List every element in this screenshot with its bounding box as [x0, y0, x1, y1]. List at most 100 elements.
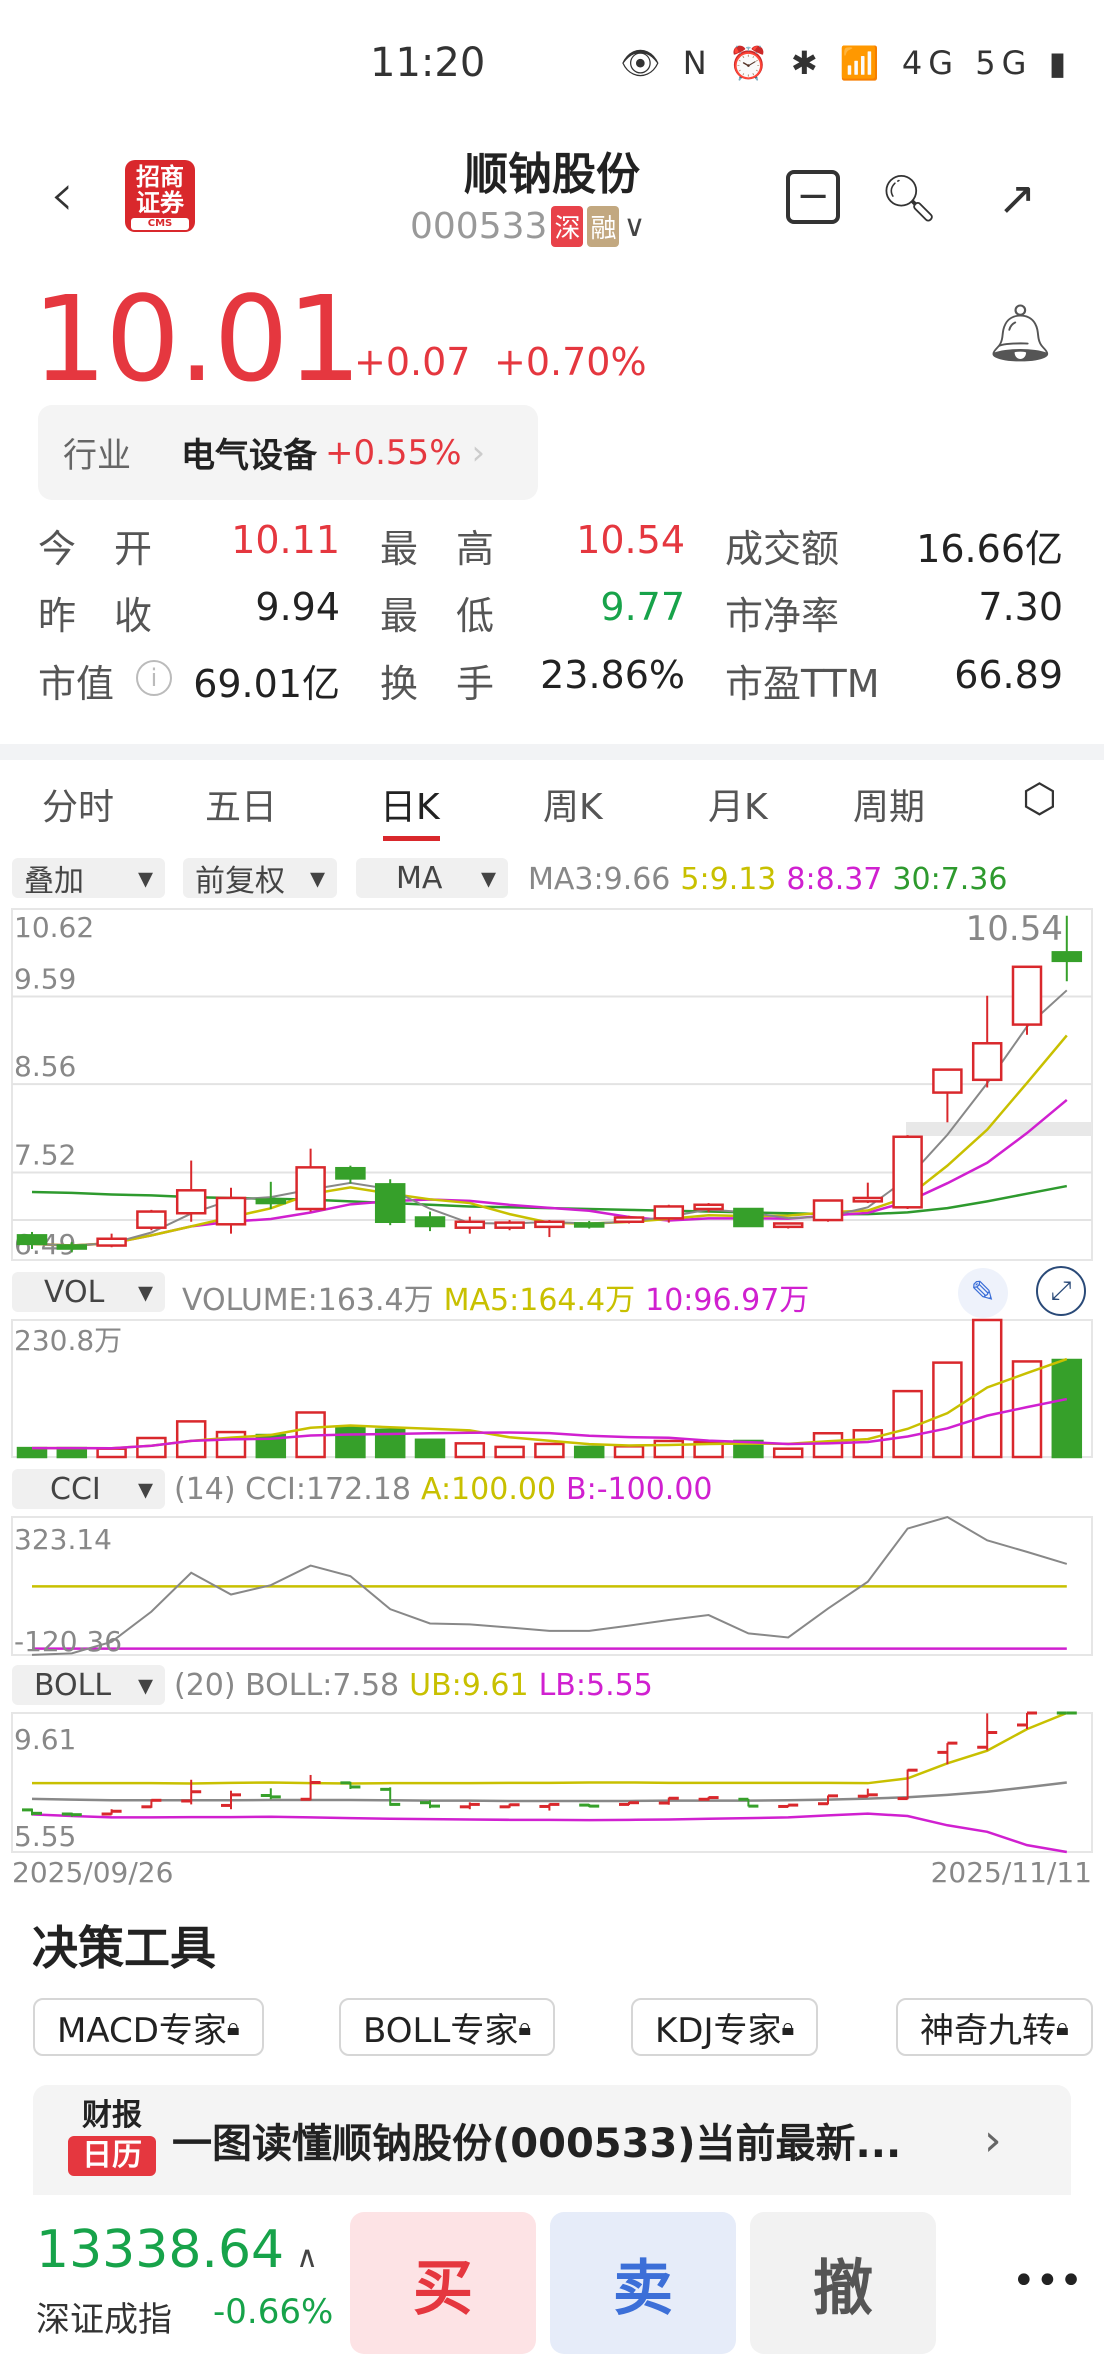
dropdown-arrow-icon: ▾	[309, 860, 325, 896]
stat-label: 市盈TTM	[725, 662, 880, 706]
stock-code: 000533	[410, 206, 548, 247]
vol-legend-item: 10:96.97万	[645, 1283, 810, 1318]
volume-bar	[573, 1445, 605, 1459]
tab-4[interactable]: 月K	[708, 787, 768, 828]
boll-mid-line	[31, 1781, 1067, 1803]
sell-button[interactable]: 卖	[550, 2212, 736, 2354]
y-tick-label: 7.52	[14, 1138, 76, 1171]
stat-value: 16.66亿	[916, 527, 1063, 571]
volume-bar	[932, 1361, 963, 1459]
tools-title: 决策工具	[32, 1921, 216, 1975]
stat-label: 成交额	[725, 527, 840, 571]
tab-3[interactable]: 周K	[543, 787, 603, 828]
buy-button[interactable]: 买	[350, 2212, 536, 2354]
tab-0[interactable]: 分时	[42, 787, 115, 828]
stat-label: 今 开	[38, 527, 153, 571]
candle-body	[573, 1222, 605, 1228]
info-icon[interactable]: i	[136, 660, 172, 696]
stat-value: 23.86%	[540, 653, 685, 697]
stat-value: 69.01亿	[193, 662, 340, 706]
volume-bar	[1051, 1358, 1083, 1459]
industry-link[interactable]: 行业 电气设备 +0.55% ›	[38, 405, 538, 500]
vol-dropdown[interactable]: VOL ▾	[12, 1272, 165, 1312]
share-button[interactable]: ↗	[988, 170, 1046, 228]
report-calendar-logo: 财报 日历	[68, 2096, 156, 2184]
boll-dropdown[interactable]: BOLL ▾	[12, 1665, 165, 1705]
cci-dropdown[interactable]: CCI ▾	[12, 1469, 165, 1509]
y-tick-label: 323.14	[14, 1523, 112, 1556]
volume-bar	[852, 1429, 884, 1459]
industry-pct: +0.55%	[325, 432, 462, 473]
stock-code-selector[interactable]: 000533 深 融 ∨	[410, 206, 645, 247]
vol-legend: VOLUME:163.4万 MA5:164.4万 10:96.97万	[182, 1275, 819, 1319]
price-alert-bell-icon[interactable]: 🔔︎	[985, 301, 1057, 366]
industry-name: 电气设备	[181, 436, 317, 476]
active-tab-indicator	[383, 836, 440, 841]
financial-report-card[interactable]: 财报 日历 一图读懂顺钠股份(000533)当前最新... ›	[33, 2085, 1071, 2195]
chevron-up-icon: ∧	[296, 2240, 319, 2275]
stat-value: 9.77	[600, 585, 685, 629]
tool-label: 神奇九转	[920, 2010, 1056, 2051]
tab-5[interactable]: 周期	[853, 787, 926, 828]
adjust-dropdown[interactable]: 前复权 ▾	[183, 858, 337, 899]
y-tick-label: 8.56	[14, 1050, 76, 1083]
cci-legend-item: B:-100.00	[566, 1472, 713, 1507]
candle-body	[613, 1216, 645, 1224]
stat-value: 9.94	[255, 585, 340, 629]
tool-button[interactable]: MACD专家 🔒︎	[33, 1998, 264, 2056]
lock-icon: 🔒︎	[1056, 2013, 1069, 2041]
expand-icon[interactable]: ⤢	[1036, 1266, 1086, 1316]
current-price: 10.01	[32, 270, 362, 408]
volume-bar	[16, 1446, 48, 1459]
stat-label: 市净率	[725, 594, 840, 638]
volume-bar	[613, 1445, 645, 1459]
boll-chart-frame	[11, 1712, 1093, 1853]
more-button[interactable]: •••	[1012, 2258, 1083, 2304]
share-icon: ↗	[997, 171, 1037, 225]
settings-hexagon-icon[interactable]: ⬡	[1022, 776, 1057, 822]
lock-icon: 🔒︎	[781, 2013, 795, 2041]
volume-chart-frame	[11, 1319, 1093, 1458]
stat-label: 换 手	[380, 662, 495, 706]
tool-button[interactable]: BOLL专家 🔒︎	[339, 1998, 556, 2056]
kline-chart[interactable]: 10.629.598.567.526.4910.54230.8万323.14-1…	[0, 0, 1104, 1900]
index-name: 深证成指	[36, 2300, 172, 2340]
tool-button[interactable]: 神奇九转 🔒︎	[896, 1998, 1093, 2056]
industry-label: 行业	[63, 436, 131, 476]
back-button[interactable]: ‹	[50, 160, 74, 230]
volume-bar	[494, 1445, 525, 1459]
dropdown-arrow-icon: ▾	[137, 1471, 153, 1507]
boll-legend: (20) BOLL:7.58 UB:9.61 LB:5.55	[174, 1668, 663, 1703]
section-divider	[0, 744, 1104, 760]
tool-label: MACD专家	[57, 2010, 227, 2051]
candle-body	[971, 1042, 1003, 1082]
candle-body	[494, 1221, 525, 1229]
broker-logo-sub: CMS	[131, 218, 189, 230]
edit-pencil-icon[interactable]: ✎	[958, 1268, 1008, 1318]
cci-legend-item: (14) CCI:172.18	[174, 1472, 411, 1507]
y-tick-label: 10.62	[14, 911, 94, 944]
main-indicator-dropdown[interactable]: MA ▾	[356, 858, 508, 898]
index-value[interactable]: 13338.64 ∧	[36, 2220, 318, 2280]
tab-2[interactable]: 日K	[380, 787, 440, 828]
tab-1[interactable]: 五日	[205, 787, 278, 828]
cci-chart-frame	[11, 1516, 1093, 1656]
cancel-order-button[interactable]: 撤	[750, 2212, 936, 2354]
dropdown-arrow-icon: ▾	[480, 860, 496, 896]
overlay-dropdown[interactable]: 叠加 ▾	[12, 858, 165, 899]
stat-value: 10.54	[576, 518, 685, 562]
price-marker-band	[906, 1122, 1092, 1136]
candle-body	[335, 1166, 366, 1180]
ma-legend: MA3:9.66 5:9.13 8:8.37 30:7.36	[528, 862, 1017, 897]
volume-bar	[96, 1447, 127, 1459]
volume-bar	[335, 1425, 366, 1459]
candle-body	[215, 1196, 247, 1226]
tool-button[interactable]: KDJ专家 🔒︎	[631, 1998, 819, 2056]
volume-bar	[772, 1447, 804, 1459]
candle-body	[374, 1183, 406, 1224]
search-button[interactable]: 🔍︎	[880, 170, 938, 228]
search-icon: 🔍︎	[880, 171, 939, 225]
remove-watchlist-button[interactable]: −	[786, 170, 844, 228]
status-time: 11:20	[370, 40, 486, 86]
vol-legend-item: MA5:164.4万	[443, 1283, 636, 1318]
